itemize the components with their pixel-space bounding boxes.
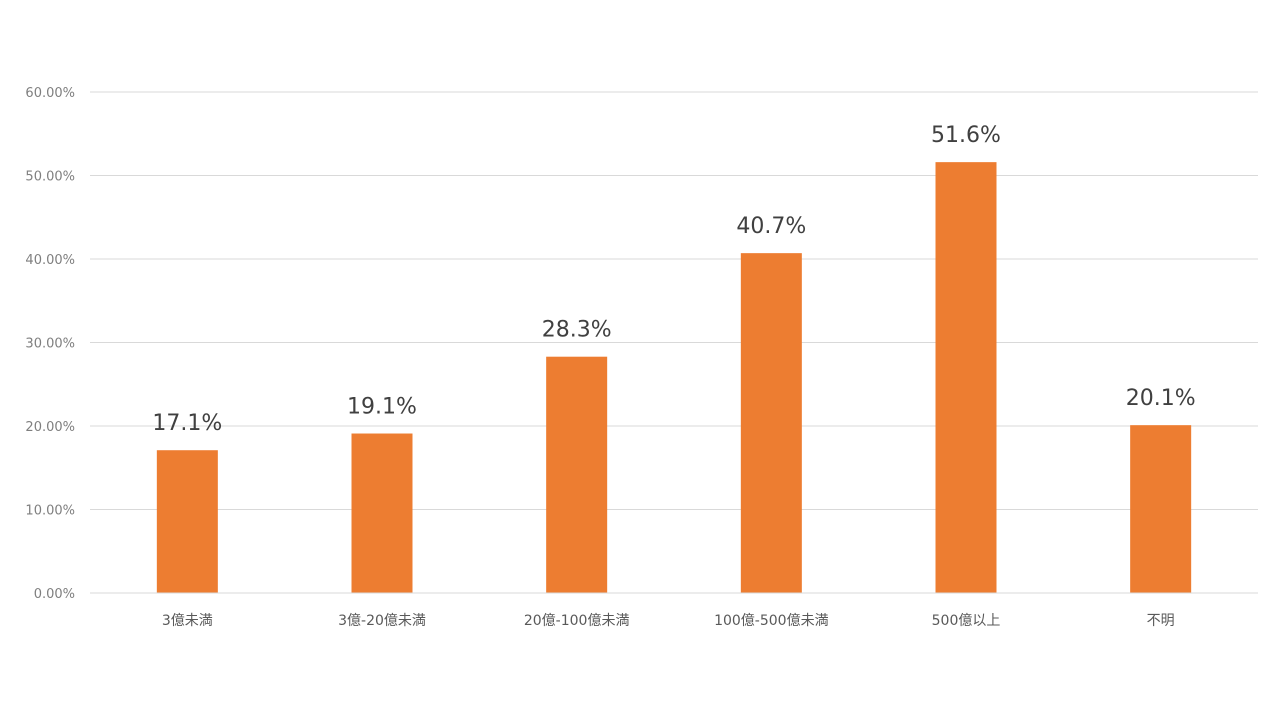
- x-tick-label: 3億未満: [162, 613, 213, 629]
- bar: [1130, 425, 1192, 593]
- data-label: 40.7%: [736, 214, 806, 239]
- x-tick-label: 20億-100億未満: [524, 613, 630, 629]
- y-tick-label: 50.00%: [25, 170, 75, 185]
- y-tick-label: 0.00%: [34, 587, 75, 602]
- y-tick-label: 10.00%: [25, 504, 75, 519]
- bar: [156, 450, 218, 593]
- y-tick-label: 20.00%: [25, 420, 75, 435]
- data-label: 17.1%: [152, 411, 222, 436]
- data-label: 28.3%: [542, 318, 612, 343]
- y-tick-label: 30.00%: [25, 337, 75, 352]
- x-tick-label: 500億以上: [932, 613, 1001, 629]
- bars: [156, 162, 1192, 593]
- y-tick-label: 60.00%: [25, 86, 75, 101]
- x-tick-label: 不明: [1147, 613, 1175, 629]
- data-label: 19.1%: [347, 395, 417, 420]
- y-axis-tick-labels: 0.00% 10.00% 20.00% 30.00% 40.00% 50.00% 60.00…: [25, 86, 75, 602]
- bar: [935, 162, 997, 593]
- y-tick-label: 40.00%: [25, 253, 75, 268]
- bar: [546, 356, 608, 593]
- gridlines: [90, 91, 1258, 510]
- bar: [351, 433, 413, 593]
- data-label: 20.1%: [1126, 386, 1196, 411]
- data-labels: 17.1% 19.1% 28.3% 40.7% 51.6% 20.1%: [152, 123, 1195, 436]
- x-tick-label: 100億-500億未満: [714, 613, 829, 629]
- x-tick-label: 3億-20億未満: [338, 613, 426, 629]
- bar: [740, 253, 802, 593]
- data-label: 51.6%: [931, 123, 1001, 148]
- x-axis-tick-labels: 3億未満 3億-20億未満 20億-100億未満 100億-500億未満 500億以上 不…: [162, 613, 1175, 629]
